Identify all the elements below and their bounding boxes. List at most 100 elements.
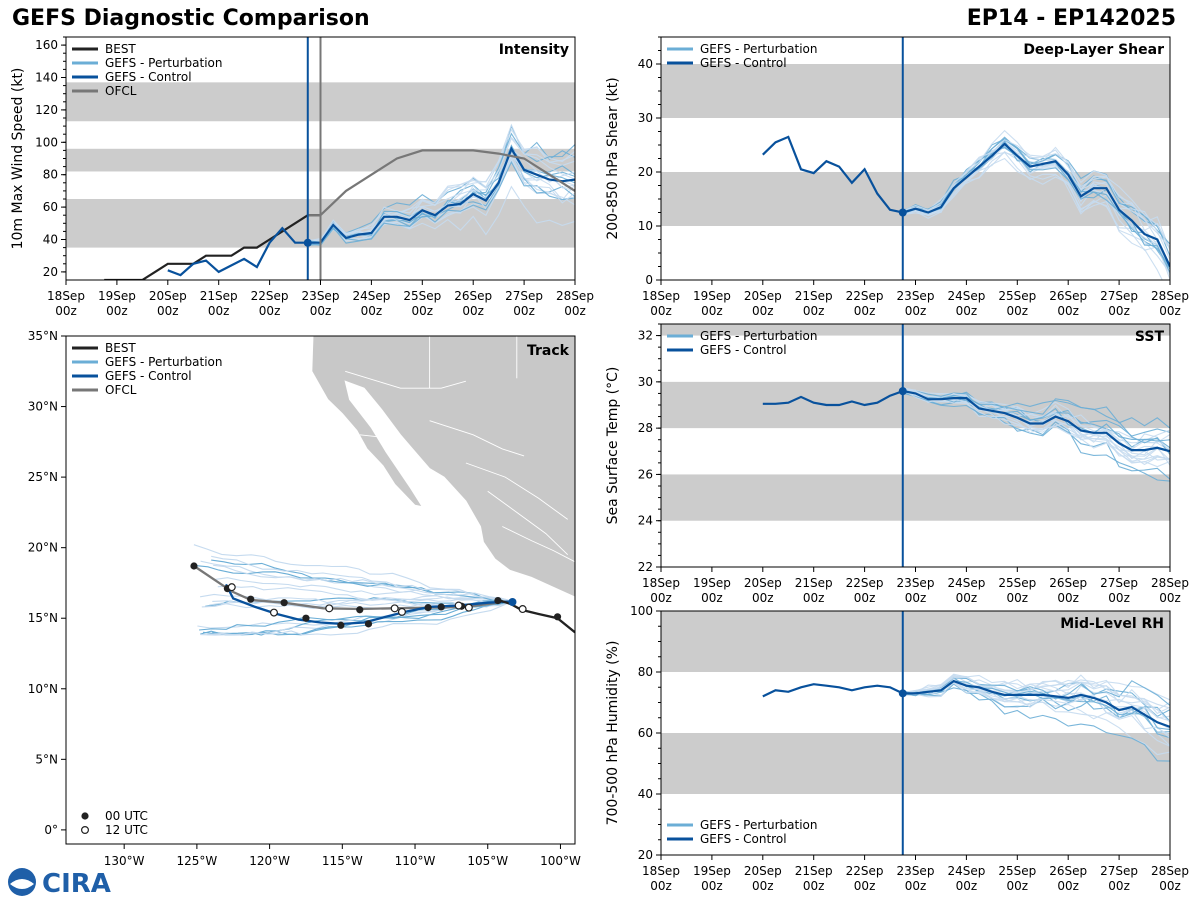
- state-border: [345, 370, 467, 389]
- track-legend-marker-label: 12 UTC: [105, 823, 148, 837]
- shear-ytick-label: 40: [638, 57, 653, 71]
- track-xtick-label: 125°W: [176, 854, 217, 868]
- rh-xtick-label: 18Sep 00z: [642, 864, 680, 893]
- intensity-xtick-hour: 00z: [513, 304, 535, 318]
- sst-xtick-day: 20Sep: [744, 576, 782, 590]
- intensity-perturbation-member: [307, 160, 575, 247]
- rh-xtick-hour: 00z: [803, 879, 825, 893]
- intensity-ytick-label: 160: [35, 38, 58, 52]
- shear-xtick-label: 18Sep 00z: [642, 289, 680, 318]
- rh-xtick-label: 25Sep 00z: [998, 864, 1036, 893]
- intensity-xtick-label: 25Sep 00z: [403, 289, 441, 318]
- track-legend-marker-00: [81, 812, 89, 820]
- sst-ytick-label: 22: [638, 560, 653, 574]
- intensity-xtick-label: 22Sep 00z: [251, 289, 289, 318]
- sst-xtick-day: 23Sep: [897, 576, 935, 590]
- shear-xtick-hour: 00z: [956, 304, 978, 318]
- rh-ytick-label: 100: [630, 604, 653, 618]
- intensity-xtick-hour: 00z: [259, 304, 281, 318]
- track-legend-label: BEST: [105, 341, 136, 355]
- intensity-ytick-label: 80: [43, 168, 58, 182]
- intensity-title: Intensity: [499, 42, 569, 58]
- sst-xtick-hour: 00z: [650, 591, 672, 605]
- intensity-xtick-hour: 00z: [310, 304, 332, 318]
- intensity-ytick-label: 140: [35, 71, 58, 85]
- shear-xtick-label: 27Sep 00z: [1100, 289, 1138, 318]
- shear-xtick-hour: 00z: [1057, 304, 1079, 318]
- intensity-xtick-day: 22Sep: [251, 289, 289, 303]
- sst-perturbation-member: [902, 392, 1170, 482]
- state-border: [502, 526, 575, 563]
- intensity-xtick-day: 19Sep: [98, 289, 136, 303]
- track-ytick-label: 30°N: [28, 400, 58, 414]
- rh-legend-label: GEFS - Control: [700, 832, 787, 846]
- sst-xtick-label: 28Sep 00z: [1151, 576, 1189, 605]
- track-xtick-label: 130°W: [104, 854, 145, 868]
- track-ytick-label: 25°N: [28, 470, 58, 484]
- track-marker-00utc: [337, 621, 345, 629]
- intensity-legend-label: GEFS - Perturbation: [105, 56, 222, 70]
- intensity-ytick-label: 120: [35, 103, 58, 117]
- track-marker-12utc: [518, 605, 527, 614]
- track-title: Track: [527, 343, 570, 359]
- intensity-plot-area: [104, 123, 575, 280]
- sst-xtick-hour: 00z: [1007, 591, 1029, 605]
- rh-ytick-label: 20: [638, 848, 653, 862]
- sst-band: [661, 474, 1170, 521]
- shear-ylabel: 200-850 hPa Shear (kt): [605, 77, 621, 239]
- sst-series-gefs-control: [762, 389, 1170, 453]
- sst-xtick-label: 24Sep 00z: [947, 576, 985, 605]
- intensity-xtick-day: 27Sep: [505, 289, 543, 303]
- shear-xtick-label: 28Sep 00z: [1151, 289, 1189, 318]
- intensity-xtick-label: 27Sep 00z: [505, 289, 543, 318]
- sst-xtick-label: 19Sep 00z: [693, 576, 731, 605]
- track-marker-00utc: [302, 614, 310, 622]
- shear-xtick-hour: 00z: [752, 304, 774, 318]
- intensity-init-point: [303, 238, 312, 247]
- shear-xtick-label: 21Sep 00z: [795, 289, 833, 318]
- state-border: [465, 462, 568, 520]
- track-marker-00utc: [190, 562, 198, 570]
- rh-band: [661, 611, 1170, 672]
- track-ytick-label: 20°N: [28, 541, 58, 555]
- intensity-xtick-hour: 00z: [106, 304, 128, 318]
- land-mass: [311, 336, 575, 598]
- track-ytick-label: 15°N: [28, 611, 58, 625]
- track-panel: 130°W 125°W 120°W 115°W 110°W 105°W 100°W 0° 5°N…: [28, 329, 581, 868]
- sst-perturbation-member: [902, 389, 1170, 461]
- intensity-xtick-hour: 00z: [157, 304, 179, 318]
- shear-title: Deep-Layer Shear: [1023, 42, 1164, 58]
- sst-band: [661, 324, 1170, 336]
- rh-xtick-day: 19Sep: [693, 864, 731, 878]
- track-marker-00utc: [437, 603, 445, 611]
- shear-xtick-hour: 00z: [1108, 304, 1130, 318]
- sst-init-point: [898, 387, 907, 396]
- sst-xtick-label: 18Sep 00z: [642, 576, 680, 605]
- intensity-series-ofcl: [307, 149, 575, 217]
- sst-xtick-hour: 00z: [854, 591, 876, 605]
- track-marker-12utc: [227, 583, 236, 592]
- sst-xtick-hour: 00z: [752, 591, 774, 605]
- shear-init-point: [898, 208, 907, 217]
- rh-xtick-hour: 00z: [905, 879, 927, 893]
- intensity-xtick-label: 18Sep 00z: [47, 289, 85, 318]
- rh-perturbation-member: [902, 676, 1170, 715]
- sst-xtick-day: 24Sep: [947, 576, 985, 590]
- cira-logo-text: CIRA: [42, 869, 111, 898]
- shear-ytick-label: 20: [638, 165, 653, 179]
- track-ytick-label: 35°N: [28, 329, 58, 343]
- sst-xtick-label: 21Sep 00z: [795, 576, 833, 605]
- sst-frame: [660, 323, 1171, 568]
- shear-xtick-label: 24Sep 00z: [947, 289, 985, 318]
- rh-ytick-label: 40: [638, 787, 653, 801]
- shear-xtick-label: 22Sep 00z: [846, 289, 884, 318]
- intensity-ytick-label: 60: [43, 200, 58, 214]
- intensity-xtick-label: 21Sep 00z: [200, 289, 238, 318]
- track-perturbation-member: [200, 600, 513, 636]
- sst-xtick-label: 27Sep 00z: [1100, 576, 1138, 605]
- shear-band: [661, 172, 1170, 226]
